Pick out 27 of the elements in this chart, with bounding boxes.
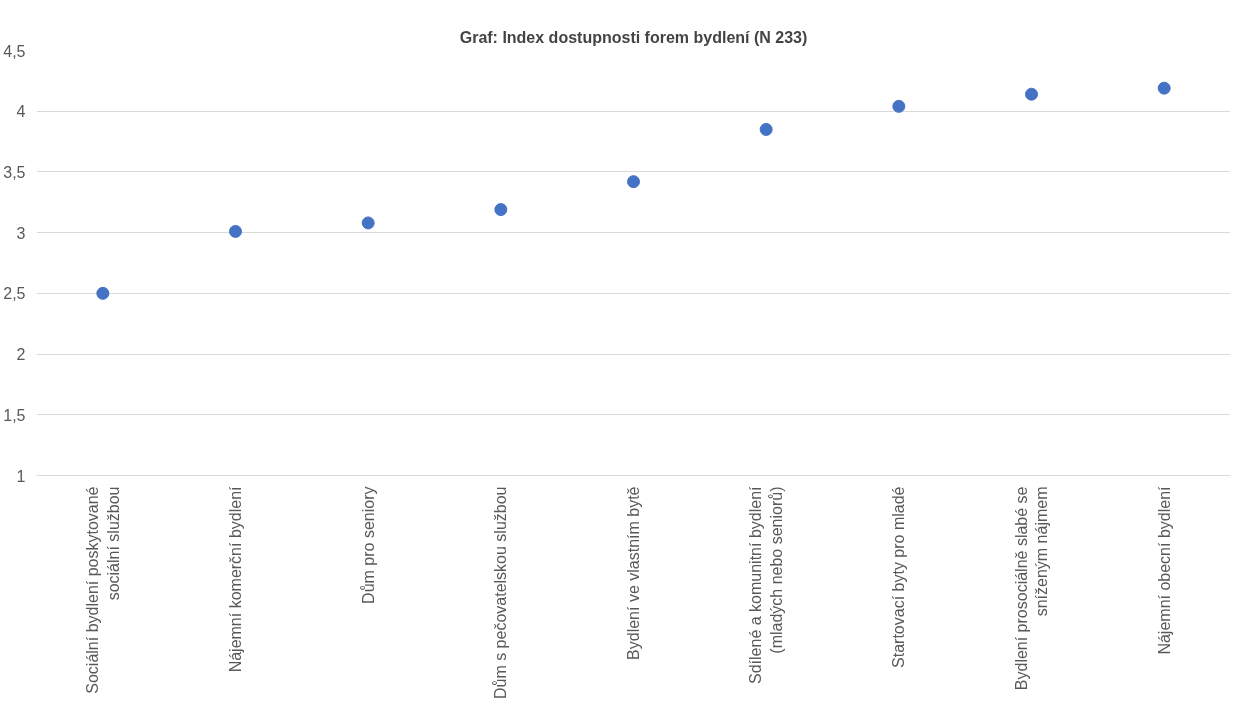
y-tick-label: 2 <box>16 346 26 364</box>
point <box>892 99 906 113</box>
x-tick-label: Bydlení ve vlastním bytě <box>625 486 642 660</box>
x-tick-label: Sociální bydlení poskytované sociální službou <box>84 486 122 694</box>
point <box>1025 87 1038 101</box>
y-tick-label: 4 <box>16 103 26 121</box>
point <box>1157 81 1171 95</box>
x-tick-label: Sdílené a komunitní bydlení (mladých nebo seniorů) <box>747 485 785 684</box>
chart-title: Graf: Index dostupnosti forem bydlení (N 233) <box>459 28 808 46</box>
point <box>361 216 375 230</box>
point <box>759 122 773 136</box>
y-tick-label: 1,5 <box>3 406 26 424</box>
y-tick-label: 3 <box>16 224 26 242</box>
y-tick-label: 3,5 <box>3 163 26 181</box>
y-tick-label: 4,5 <box>3 42 26 60</box>
x-tick-label: Startovací byty pro mladé <box>890 486 908 668</box>
point <box>229 224 242 238</box>
y-tick-label: 1 <box>16 467 26 485</box>
point <box>494 203 508 217</box>
x-tick-label: Nájemní komerční bydlení <box>227 485 244 673</box>
y-tick-label: 2,5 <box>3 285 26 303</box>
x-tick-label: Bydlení prosociálně slabé se sníženým nájmem <box>1012 486 1051 691</box>
x-tick-label: Dům pro seniory <box>359 486 377 604</box>
point <box>627 175 640 189</box>
x-tick-label: Dům s pečovatelskou službou <box>492 486 510 700</box>
point <box>96 286 110 300</box>
x-tick-label: Nájemní obecní bydlení <box>1155 485 1173 655</box>
